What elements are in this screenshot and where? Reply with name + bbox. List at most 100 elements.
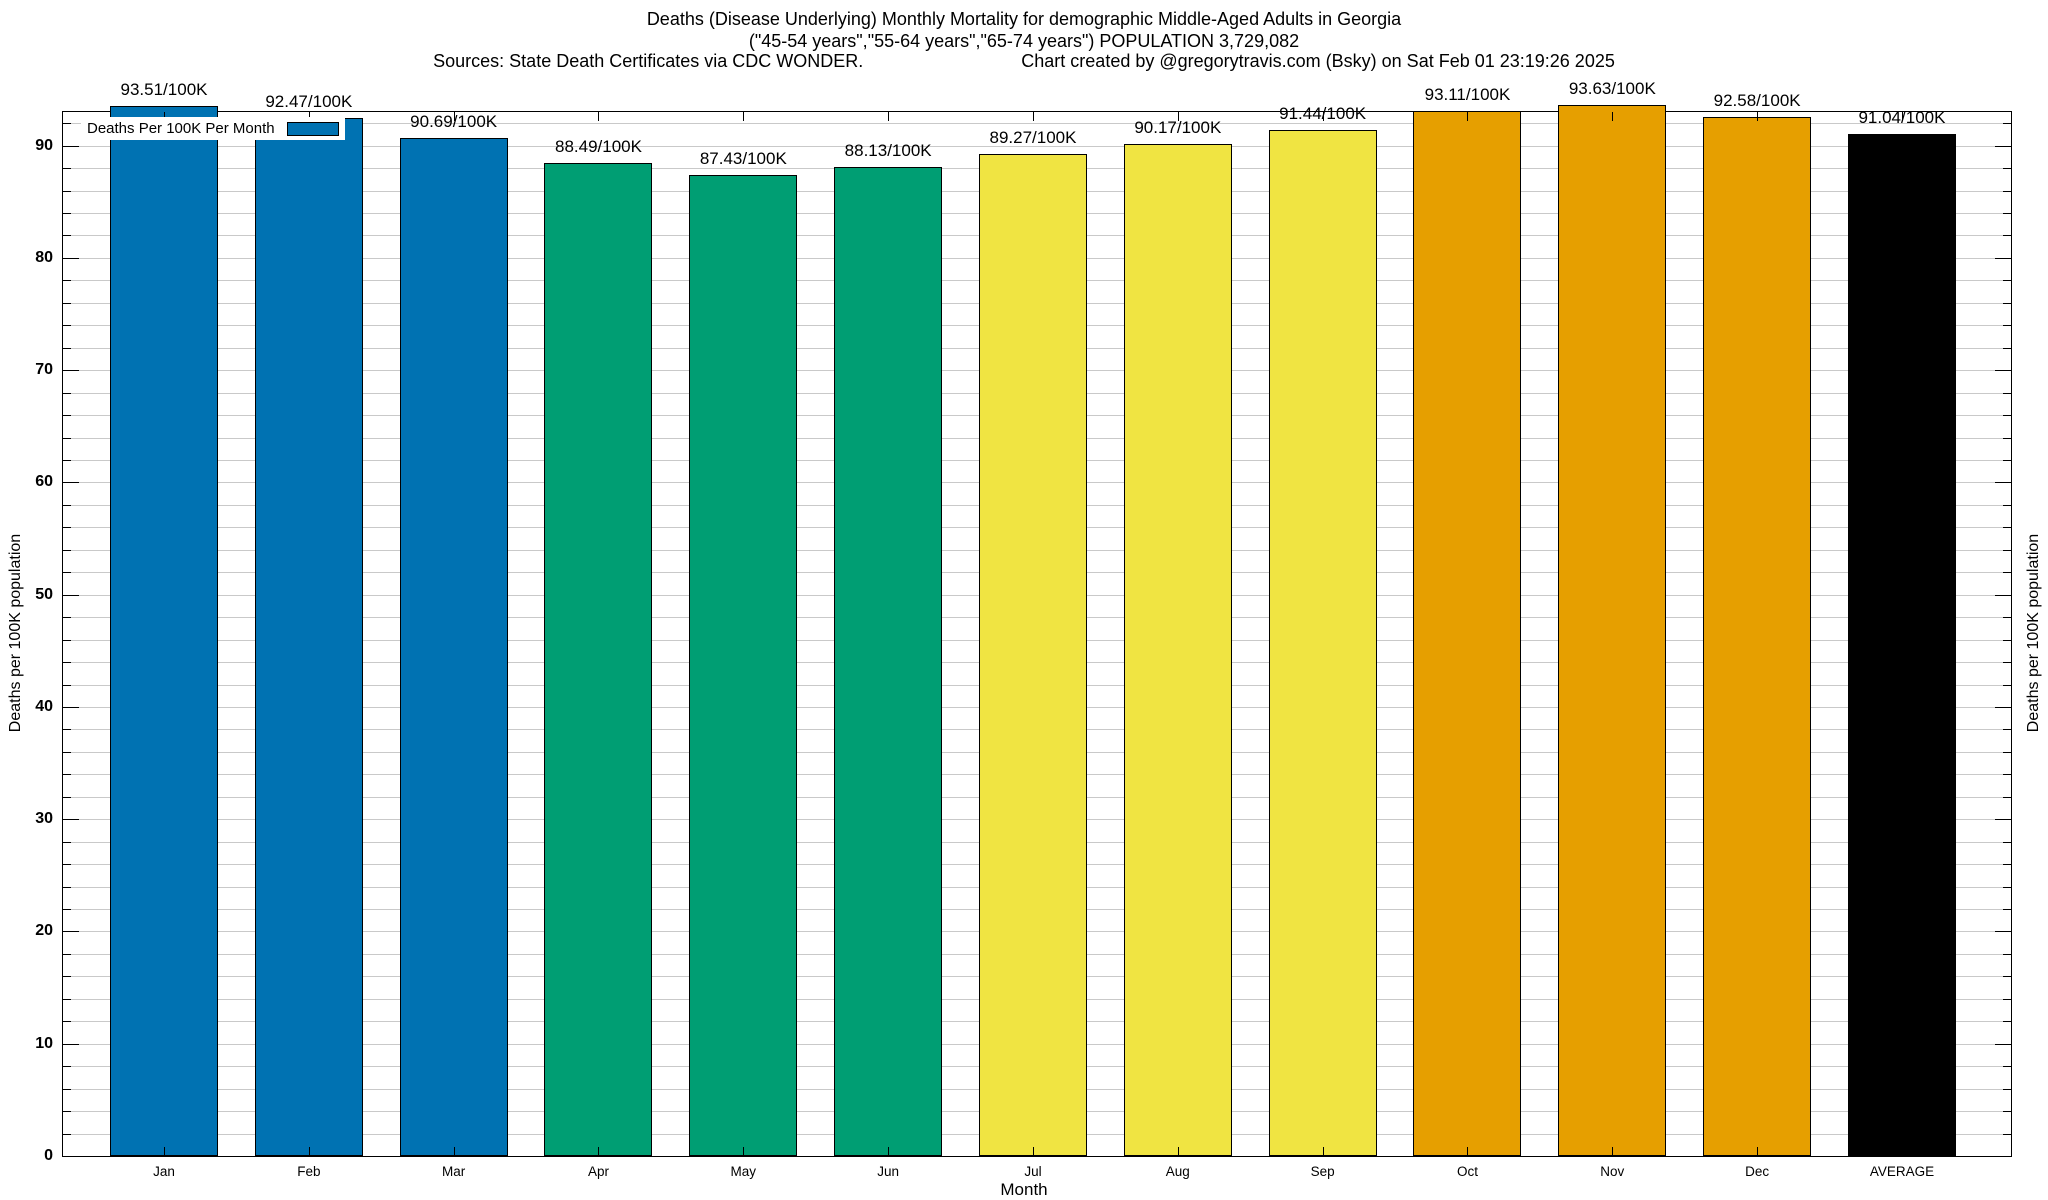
y-tick-label: 70 (35, 361, 53, 379)
legend-swatch (286, 121, 339, 136)
y-tick-right (2003, 549, 2011, 551)
y-tick-right (2003, 168, 2011, 170)
bar-value-label: 90.17/100K (1134, 117, 1222, 137)
bar-mar (399, 137, 508, 1156)
x-tick-top (308, 112, 310, 121)
y-tick-left (63, 706, 79, 708)
bar-value-label: 89.27/100K (989, 127, 1077, 147)
y-tick-left (63, 864, 71, 866)
bar-average (1847, 134, 1956, 1156)
y-tick-right (2003, 1088, 2011, 1090)
y-tick-right (2003, 392, 2011, 394)
bar-value-label: 92.58/100K (1713, 90, 1801, 110)
bar-dec (1703, 116, 1812, 1156)
y-tick-left (63, 886, 71, 888)
y-tick-right (2003, 639, 2011, 641)
bar-jan (110, 106, 218, 1156)
y-tick-label: 30 (35, 810, 53, 828)
y-tick-right (2003, 460, 2011, 461)
x-tick-top (1322, 112, 1324, 121)
y-tick-right (2003, 796, 2011, 798)
bar-value-label: 87.43/100K (699, 148, 787, 168)
y-tick-right (2003, 190, 2011, 192)
y-tick-right (2003, 909, 2011, 911)
x-tick-bottom (1467, 1147, 1469, 1156)
y-tick-right (2003, 235, 2011, 237)
y-tick-right (2003, 617, 2011, 619)
y-tick-right (2003, 886, 2011, 888)
y-tick-left (63, 460, 71, 461)
x-tick-label-nov: Nov (1600, 1164, 1625, 1179)
bar-value-label: 93.63/100K (1568, 78, 1656, 98)
y-tick-left (63, 1066, 71, 1068)
x-axis-label: Month (1000, 1180, 1048, 1199)
x-tick-bottom (453, 1147, 455, 1156)
bar-value-label: 93.51/100K (120, 80, 208, 100)
bar-sep (1268, 129, 1377, 1156)
bar-jun (834, 166, 943, 1156)
y-tick-right (1995, 257, 2011, 259)
y-tick-left (63, 594, 79, 596)
y-tick-right (1995, 819, 2011, 821)
y-tick-left (63, 819, 79, 821)
bar-value-label: 90.69/100K (410, 111, 498, 131)
y-tick-right (2003, 213, 2011, 215)
chart-credit-text: Chart created by @gregorytravis.com (Bsk… (1021, 51, 1615, 71)
y-tick-right (2003, 841, 2011, 843)
y-tick-right (2003, 1066, 2011, 1068)
y-tick-right (2003, 998, 2011, 1000)
y-tick-right (2003, 437, 2011, 439)
y-tick-left (63, 976, 71, 978)
y-tick-left (63, 123, 71, 125)
x-tick-top (743, 112, 745, 121)
y-tick-left (63, 437, 71, 439)
y-tick-left (63, 415, 71, 417)
bar-nov (1558, 104, 1667, 1156)
x-tick-top (1901, 112, 1903, 121)
y-tick-left (63, 1043, 79, 1045)
y-tick-left (63, 325, 71, 327)
x-tick-label-may: May (730, 1164, 757, 1179)
y-axis-label-left: Deaths per 100K population (7, 533, 24, 733)
y-tick-right (2003, 504, 2011, 506)
x-tick-top (598, 112, 600, 121)
bar-aug (1123, 143, 1232, 1156)
x-tick-bottom (1177, 1147, 1179, 1156)
x-tick-bottom (1322, 1147, 1324, 1156)
y-axis-label-right: Deaths per 100K population (2025, 533, 2042, 733)
y-tick-right (1995, 370, 2011, 372)
bar-value-label: 92.47/100K (265, 91, 353, 111)
bar-value-label: 88.49/100K (555, 136, 642, 156)
y-tick-right (1995, 482, 2011, 484)
y-tick-right (1995, 594, 2011, 596)
y-tick-left (63, 684, 71, 686)
x-tick-label-dec: Dec (1745, 1164, 1770, 1179)
y-tick-right (1995, 1043, 2011, 1045)
x-tick-label-apr: Apr (587, 1164, 609, 1179)
x-tick-label-jan: Jan (153, 1164, 175, 1179)
legend-label: Deaths Per 100K Per Month (87, 120, 275, 137)
y-tick-label: 40 (35, 697, 53, 715)
x-tick-bottom (1032, 1147, 1034, 1156)
x-tick-bottom (598, 1147, 600, 1156)
legend: Deaths Per 100K Per Month (81, 117, 345, 140)
y-tick-left (63, 796, 71, 798)
y-tick-left (63, 639, 71, 641)
y-tick-left (63, 751, 71, 753)
bar-may (689, 174, 798, 1156)
y-tick-left (63, 909, 71, 911)
x-tick-top (1177, 112, 1179, 121)
x-tick-bottom (308, 1147, 310, 1156)
chart-title-line3: Sources: State Death Certificates via CD… (0, 51, 2048, 72)
y-tick-left (63, 572, 71, 574)
bar-apr (544, 162, 653, 1156)
y-tick-left (63, 1021, 71, 1023)
y-tick-left (63, 662, 71, 664)
y-tick-left (63, 302, 71, 304)
y-tick-left (63, 1133, 71, 1135)
y-tick-right (2003, 1111, 2011, 1113)
x-tick-label-sep: Sep (1310, 1164, 1335, 1179)
bar-oct (1413, 110, 1522, 1156)
chart-title-line1: Deaths (Disease Underlying) Monthly Mort… (646, 9, 1402, 29)
